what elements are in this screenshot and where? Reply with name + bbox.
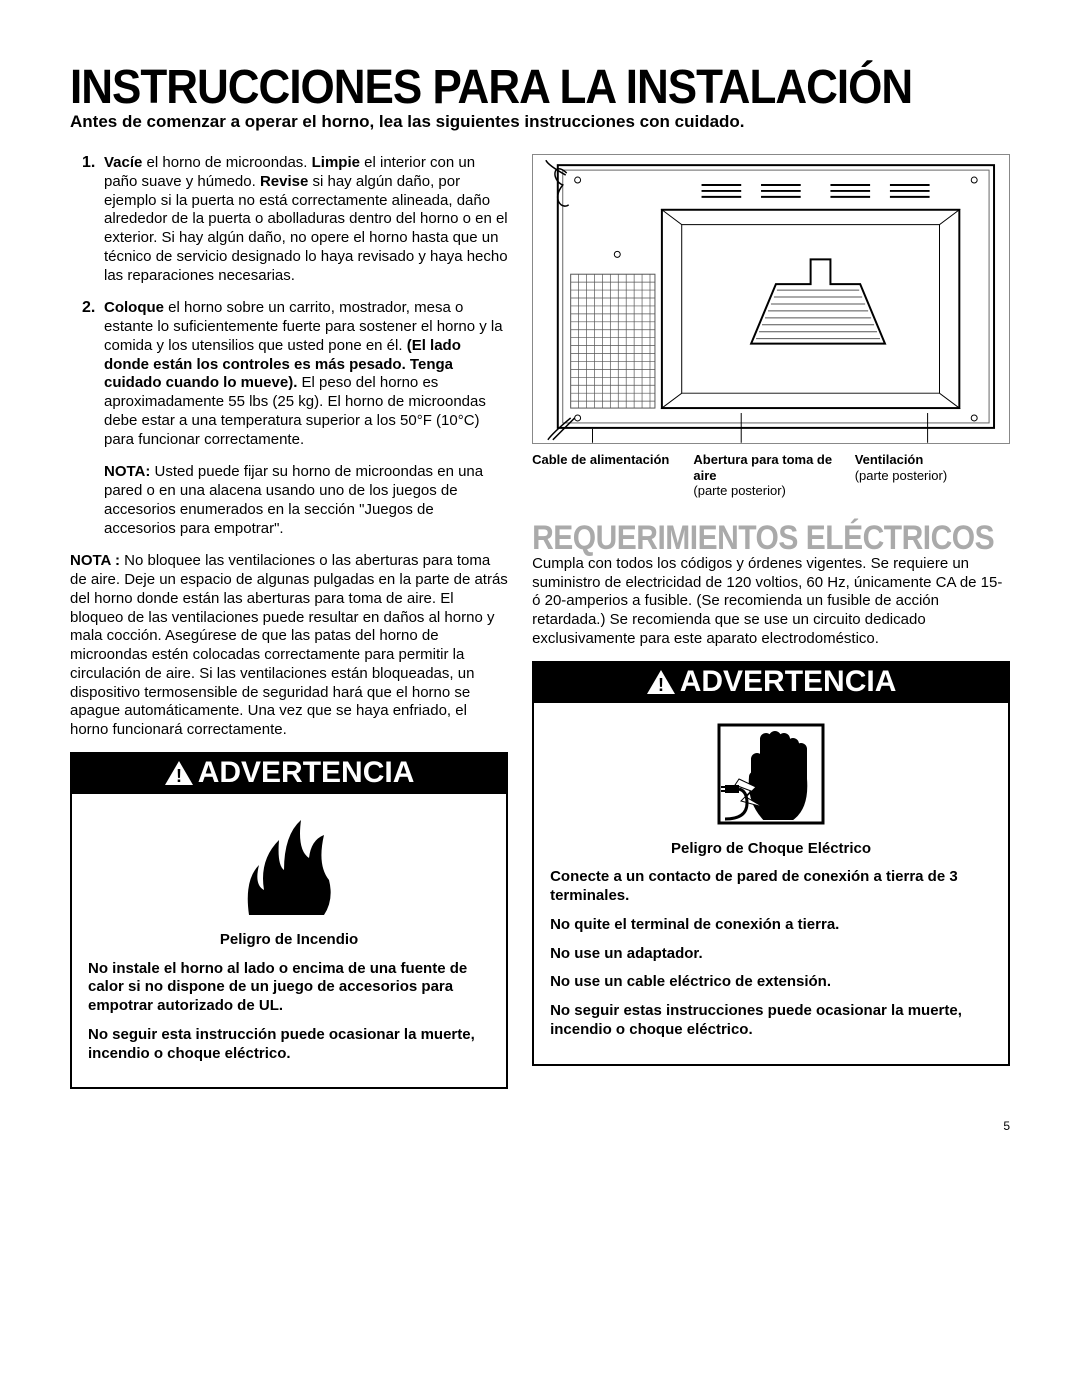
shock-p1: Conecte a un contacto de pared de conexi… xyxy=(550,868,992,906)
svg-text:!: ! xyxy=(176,766,182,786)
note-2: NOTA : No bloquee las ventilaciones o la… xyxy=(70,552,508,740)
label-air-intake: Abertura para toma de aire(parte posteri… xyxy=(693,452,848,499)
shock-p5: No seguir estas instrucciones puede ocas… xyxy=(550,1002,992,1040)
warning-triangle-icon: ! xyxy=(646,669,676,695)
note-1: NOTA: Usted puede fijar su horno de micr… xyxy=(104,463,508,538)
step-1: 1. Vacíe el horno de microondas. Limpie … xyxy=(70,154,508,285)
shock-p3: No use un adaptador. xyxy=(550,945,992,964)
fire-icon xyxy=(88,804,490,931)
label-ventilation: Ventilación(parte posterior) xyxy=(855,452,1010,499)
warning-triangle-icon: ! xyxy=(164,760,194,786)
shock-p2: No quite el terminal de conexión a tierr… xyxy=(550,916,992,935)
label-cable: Cable de alimentación xyxy=(532,452,687,499)
section-electrical: REQUERIMIENTOS ELÉCTRICOS xyxy=(532,519,1010,558)
page-number: 5 xyxy=(70,1119,1010,1133)
diagram-labels: Cable de alimentación Abertura para toma… xyxy=(532,452,1010,499)
warning-header: ! ADVERTENCIA xyxy=(72,754,506,794)
fire-p2: No seguir esta instrucción puede ocasion… xyxy=(88,1026,490,1064)
step-text: Coloque el horno sobre un carrito, mostr… xyxy=(104,299,508,449)
shock-title: Peligro de Choque Eléctrico xyxy=(550,840,992,859)
warning-header: ! ADVERTENCIA xyxy=(534,663,1008,703)
step-number: 2. xyxy=(82,299,104,449)
fire-p1: No instale el horno al lado o encima de … xyxy=(88,960,490,1016)
step-text: Vacíe el horno de microondas. Limpie el … xyxy=(104,154,508,285)
microwave-back-diagram xyxy=(532,154,1010,444)
step-number: 1. xyxy=(82,154,104,285)
svg-text:!: ! xyxy=(658,675,664,695)
main-title: INSTRUCCIONES PARA LA INSTALACIÓN xyxy=(70,60,1010,115)
warning-shock: ! ADVERTENCIA xyxy=(532,661,1010,1066)
step-2: 2. Coloque el horno sobre un carrito, mo… xyxy=(70,299,508,449)
shock-p4: No use un cable eléctrico de extensión. xyxy=(550,973,992,992)
fire-title: Peligro de Incendio xyxy=(88,931,490,950)
warning-fire: ! ADVERTENCIA Peligro de Incendio No ins… xyxy=(70,752,508,1090)
shock-hand-icon xyxy=(550,713,992,840)
electrical-requirements-text: Cumpla con todos los códigos y órdenes v… xyxy=(532,555,1010,649)
